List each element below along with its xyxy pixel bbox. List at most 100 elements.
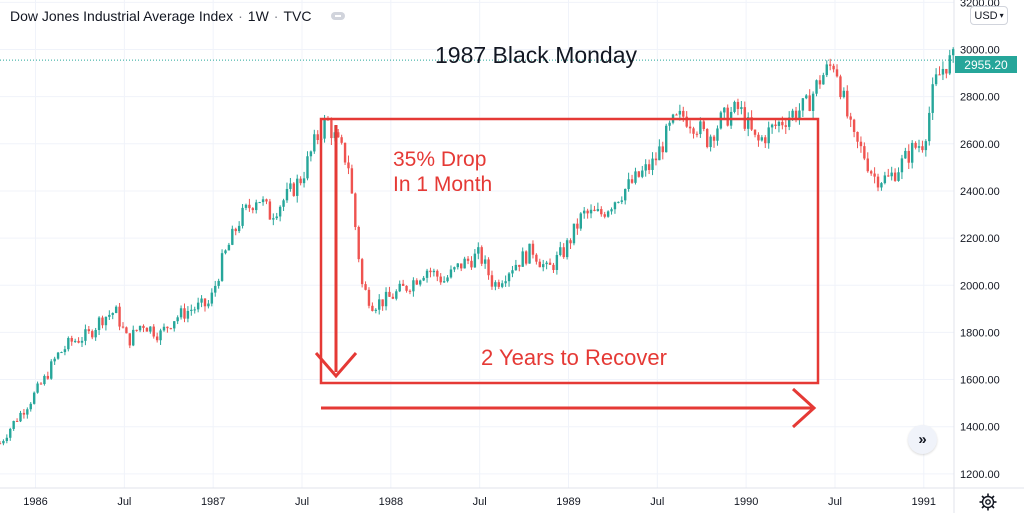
candle-body <box>726 107 729 126</box>
candle-body <box>135 329 138 331</box>
candle-body <box>251 208 255 211</box>
y-tick-label: 1400.00 <box>960 422 1000 434</box>
candle-body <box>777 121 781 126</box>
candle-body <box>716 128 719 141</box>
candle-body <box>828 64 832 66</box>
candle-body <box>753 129 757 135</box>
candle-body <box>890 172 893 177</box>
candle-body <box>453 267 456 270</box>
x-tick-label: Jul <box>473 496 487 508</box>
candle-body <box>162 326 166 331</box>
candle-body <box>480 247 483 264</box>
candle-body <box>268 201 272 220</box>
candle-body <box>203 298 207 307</box>
candle-body <box>360 259 364 285</box>
candle-body <box>873 173 876 177</box>
candle-body <box>125 327 128 334</box>
candle-body <box>43 375 46 385</box>
candle-body <box>661 146 664 153</box>
candle-body <box>654 158 658 161</box>
candle-body <box>647 164 651 170</box>
candle-body <box>159 330 162 341</box>
symbol-header[interactable]: Dow Jones Industrial Average Index · 1W … <box>10 6 346 26</box>
candle-body <box>473 253 477 268</box>
candle-body <box>945 68 948 74</box>
candle-body <box>764 137 767 144</box>
candle-body <box>682 110 685 117</box>
candle-body <box>436 270 439 277</box>
recover-arrow-head <box>791 387 817 429</box>
candle-body <box>627 179 630 189</box>
annotation-drop-line2: In 1 Month <box>393 173 493 196</box>
y-tick-label: 1800.00 <box>960 327 1000 339</box>
candle-body <box>419 280 422 285</box>
settings-button[interactable] <box>978 492 998 512</box>
market-status-icon[interactable] <box>331 12 346 20</box>
candle-body <box>528 243 531 264</box>
symbol-name[interactable]: Dow Jones Industrial Average Index <box>10 8 234 24</box>
candle-body <box>805 95 808 99</box>
interval-label[interactable]: 1W <box>247 8 269 24</box>
candle-body <box>29 403 32 410</box>
candle-body <box>432 270 436 273</box>
candle-body <box>569 240 572 244</box>
candle-body <box>497 282 500 287</box>
candle-body <box>675 114 678 116</box>
candle-body <box>770 124 774 128</box>
candle-body <box>740 107 743 109</box>
candle-body <box>852 119 856 132</box>
candle-body <box>634 171 637 183</box>
candle-body <box>289 183 292 189</box>
candle-body <box>876 176 880 188</box>
candle-body <box>460 263 463 269</box>
candle-body <box>306 156 309 179</box>
candle-body <box>207 303 210 307</box>
candle-body <box>651 158 654 170</box>
candle-body <box>111 313 114 315</box>
candle-body <box>887 175 890 177</box>
candle-body <box>869 171 873 174</box>
annotation-title[interactable]: 1987 Black Monday <box>435 42 638 68</box>
y-tick-label: 1600.00 <box>960 375 1000 387</box>
candle-body <box>190 309 193 311</box>
candle-body <box>84 329 87 341</box>
candle-body <box>931 84 934 113</box>
candle-body <box>603 214 606 217</box>
separator: · <box>273 8 279 24</box>
candle-body <box>316 134 319 141</box>
candle-body <box>101 317 104 326</box>
candle-body <box>910 142 914 163</box>
candle-body <box>354 193 357 228</box>
candle-body <box>210 292 214 304</box>
candle-body <box>757 134 760 141</box>
candle-body <box>429 270 432 273</box>
candle-body <box>234 228 237 232</box>
price-axis[interactable] <box>954 0 1024 513</box>
candle-body <box>685 116 688 127</box>
candle-body <box>794 110 798 120</box>
x-tick-label: 1987 <box>201 496 225 508</box>
candle-body <box>179 308 183 318</box>
candle-body <box>692 128 695 134</box>
currency-button[interactable]: USD ▾ <box>970 6 1008 25</box>
candle-body <box>97 317 101 330</box>
scroll-to-realtime-button[interactable]: » <box>908 425 937 454</box>
candle-body <box>278 206 282 217</box>
annotation-recover[interactable]: 2 Years to Recover <box>481 345 667 370</box>
candle-body <box>483 259 487 264</box>
candle-body <box>856 131 859 142</box>
candle-body <box>507 273 511 282</box>
candle-body <box>678 110 682 115</box>
candle-body <box>67 337 70 350</box>
candle-body <box>313 134 316 152</box>
candle-body <box>531 243 535 255</box>
annotation-drop[interactable]: 35% Drop In 1 Month <box>393 147 492 197</box>
candle-body <box>501 283 504 287</box>
x-tick-label: Jul <box>650 496 664 508</box>
candle-body <box>917 146 921 148</box>
candle-body <box>155 336 159 341</box>
candle-body <box>620 200 623 202</box>
x-tick-label: 1991 <box>912 496 936 508</box>
